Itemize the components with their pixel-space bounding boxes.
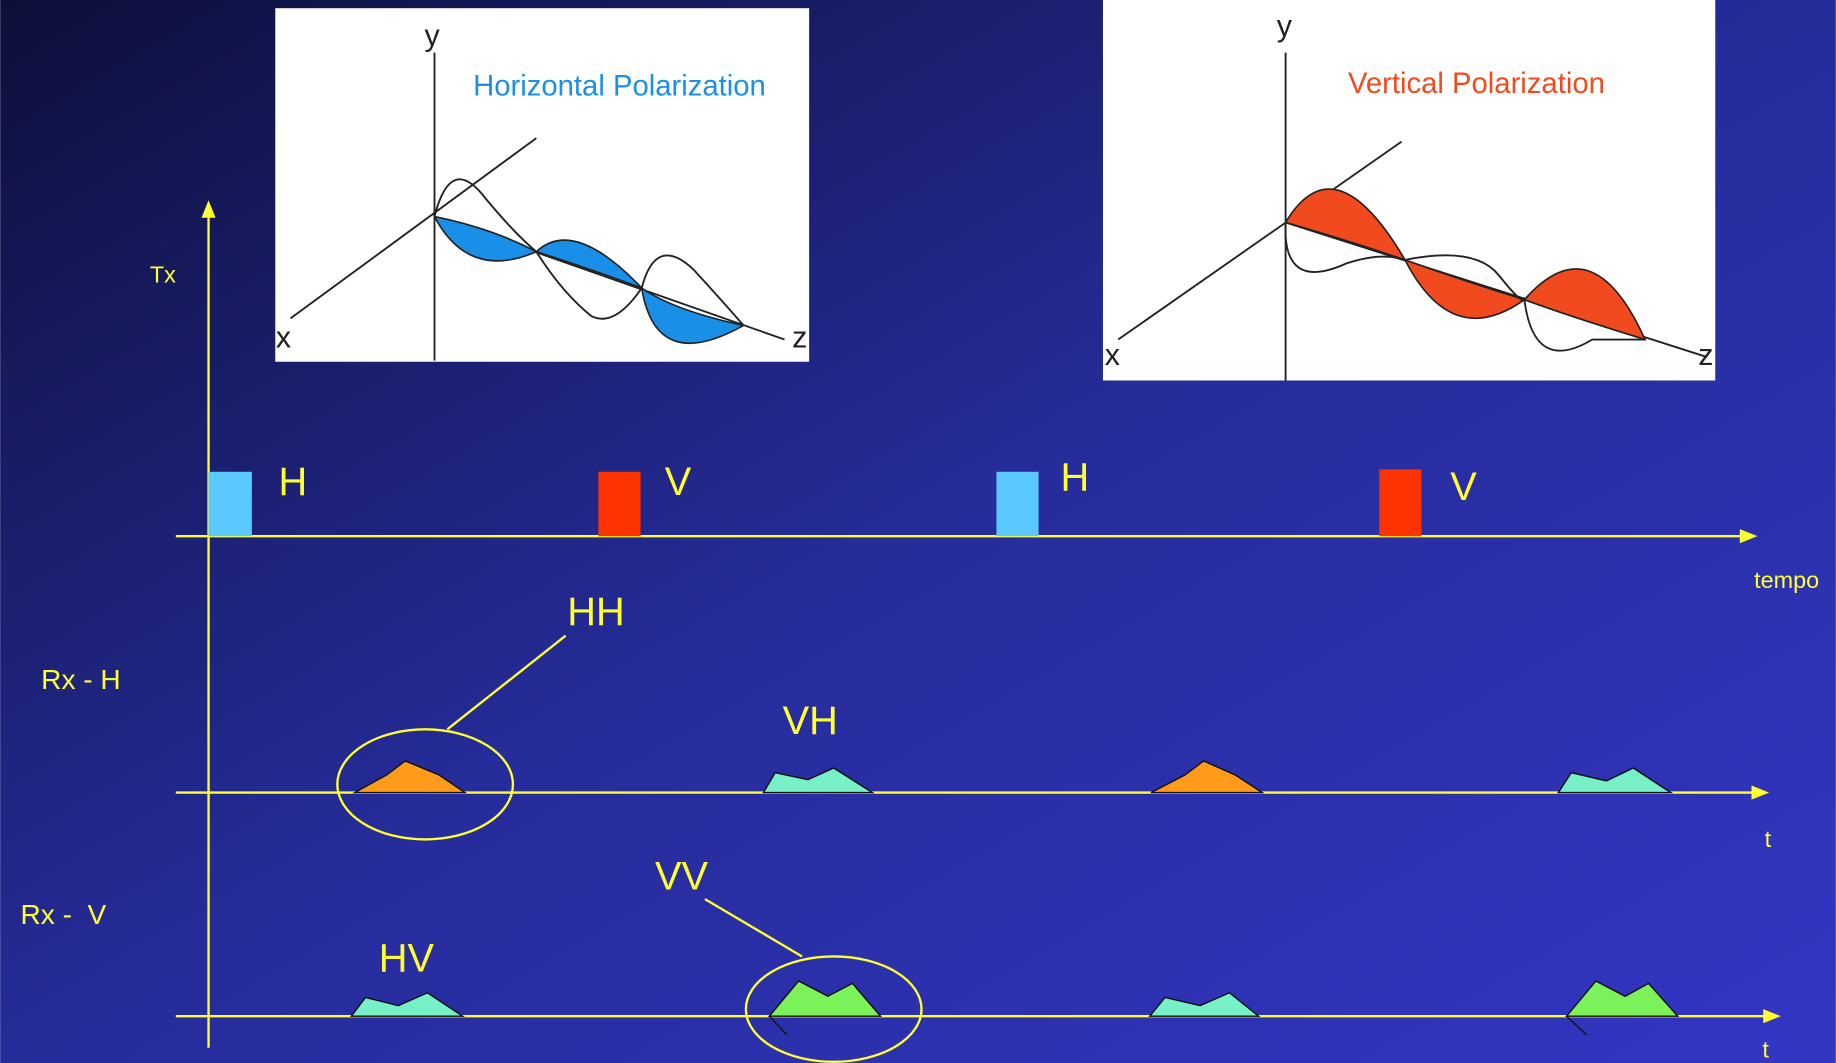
diagram: y x z Horizontal Polarization y x z Vert… xyxy=(0,0,1836,1063)
row-label: Rx - H xyxy=(41,664,121,695)
axis-z: z xyxy=(1698,338,1713,372)
axis-y: y xyxy=(425,18,441,52)
pulse-label: H xyxy=(1060,456,1089,500)
inset-vertical: y x z Vertical Polarization xyxy=(1103,0,1715,380)
echo-label: HV xyxy=(379,937,435,981)
row-label: Rx - V xyxy=(20,899,106,930)
inset-title: Horizontal Polarization xyxy=(473,71,766,103)
echo-label: VH xyxy=(783,699,838,743)
axis-label: t xyxy=(1762,1036,1769,1062)
pulse-label: V xyxy=(1450,465,1477,509)
inset-title: Vertical Polarization xyxy=(1348,68,1605,100)
axis-x: x xyxy=(276,321,291,355)
pulse-label: H xyxy=(278,460,307,504)
inset-horizontal: y x z Horizontal Polarization xyxy=(275,8,809,362)
echo-label: VV xyxy=(655,855,709,899)
row-label: Tx xyxy=(150,261,176,287)
axis-z: z xyxy=(792,321,807,355)
page: {"insets": [ {"title": "Horizontal Polar… xyxy=(0,0,1836,1063)
axis-label: t xyxy=(1765,826,1772,852)
pulse-label: V xyxy=(665,460,692,504)
axis-x: x xyxy=(1105,338,1120,372)
axis-y: y xyxy=(1277,9,1293,43)
axis-label: tempo xyxy=(1754,567,1819,593)
echo-label: HH xyxy=(567,590,624,634)
